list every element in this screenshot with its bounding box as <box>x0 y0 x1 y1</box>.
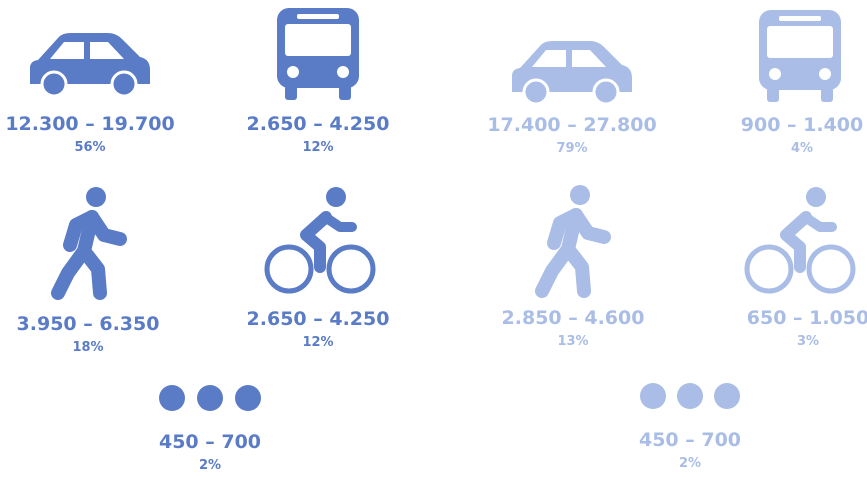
walk-icon <box>542 185 604 291</box>
share-label: 18% <box>72 340 103 355</box>
range-label: 3.950 – 6.350 <box>17 313 160 335</box>
range-label: 900 – 1.400 <box>741 114 864 136</box>
bike-icon <box>267 187 373 291</box>
share-label: 3% <box>797 334 819 349</box>
range-label: 2.850 – 4.600 <box>502 307 645 329</box>
car-icon <box>510 39 634 106</box>
bike-icon <box>747 187 853 291</box>
walk-icon <box>58 187 120 293</box>
share-label: 2% <box>199 458 221 473</box>
share-label: 79% <box>556 141 587 156</box>
bus-icon <box>277 8 359 100</box>
range-label: 17.400 – 27.800 <box>487 114 656 136</box>
car-icon <box>28 31 152 98</box>
other-icon <box>640 383 740 409</box>
range-label: 450 – 700 <box>639 429 741 451</box>
share-label: 13% <box>557 334 588 349</box>
range-label: 650 – 1.050 <box>747 307 867 329</box>
range-label: 450 – 700 <box>159 431 261 453</box>
share-label: 12% <box>302 335 333 350</box>
range-label: 2.650 – 4.250 <box>247 113 390 135</box>
share-label: 4% <box>791 141 813 156</box>
range-label: 12.300 – 19.700 <box>5 113 174 135</box>
bus-icon <box>759 10 841 102</box>
share-label: 12% <box>302 140 333 155</box>
share-label: 56% <box>74 140 105 155</box>
share-label: 2% <box>679 456 701 471</box>
range-label: 2.650 – 4.250 <box>247 308 390 330</box>
other-icon <box>159 385 261 411</box>
